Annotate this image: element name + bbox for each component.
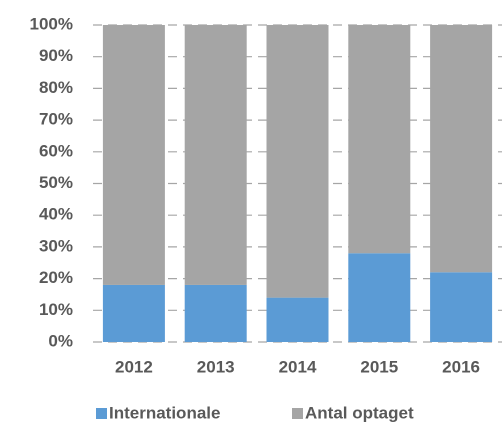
y-tick-label: 20% <box>39 268 73 287</box>
y-tick-label: 80% <box>39 78 73 97</box>
bar-segment <box>266 25 329 298</box>
y-tick-label: 10% <box>39 300 73 319</box>
x-tick-label: 2014 <box>279 357 317 376</box>
y-tick-label: 50% <box>39 173 73 192</box>
x-tick-label: 2012 <box>115 357 153 376</box>
bar-segment <box>348 25 411 254</box>
y-tick-label: 90% <box>39 46 73 65</box>
bar-segment <box>348 253 411 342</box>
bar-segment <box>430 272 493 342</box>
x-tick-label: 2013 <box>197 357 235 376</box>
y-tick-label: 0% <box>48 331 73 350</box>
legend-swatch <box>292 408 303 419</box>
y-tick-label: 70% <box>39 110 73 129</box>
legend-label: Internationale <box>109 403 220 422</box>
bar-segment <box>184 284 247 342</box>
y-tick-label: 30% <box>39 236 73 255</box>
bar-segment <box>102 284 165 342</box>
y-tick-label: 40% <box>39 205 73 224</box>
x-tick-label: 2016 <box>442 357 480 376</box>
bar-segment <box>102 25 165 285</box>
y-tick-label: 60% <box>39 141 73 160</box>
bar-segment <box>184 25 247 285</box>
bar-segment <box>430 25 493 273</box>
legend-label: Antal optaget <box>305 403 414 422</box>
x-tick-label: 2015 <box>360 357 398 376</box>
legend-swatch <box>96 408 107 419</box>
y-tick-label: 100% <box>30 14 73 33</box>
bar-segment <box>266 297 329 342</box>
